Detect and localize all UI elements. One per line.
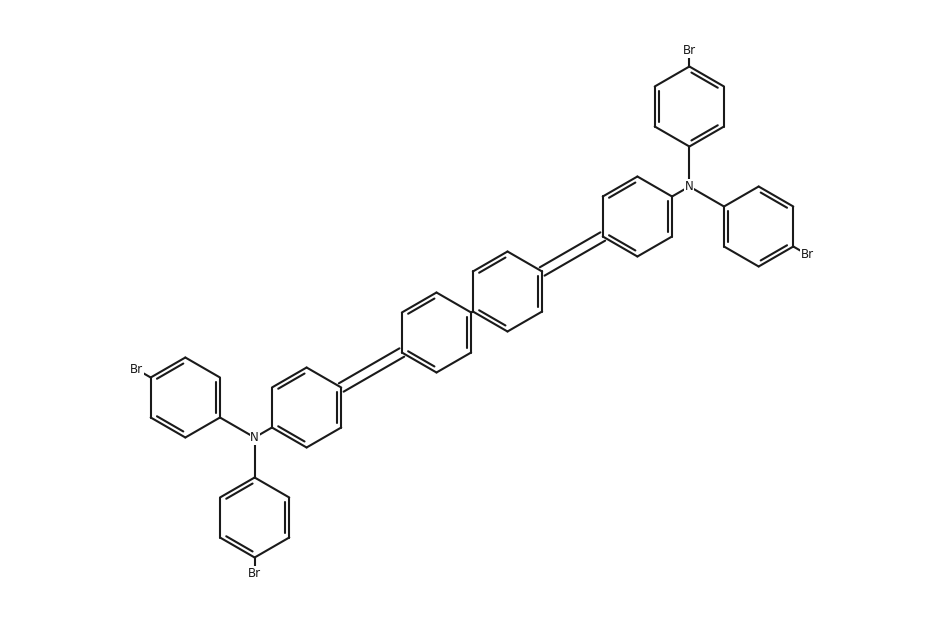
- Text: Br: Br: [801, 248, 814, 261]
- Text: Br: Br: [683, 44, 696, 57]
- Text: Br: Br: [248, 567, 261, 580]
- Text: N: N: [251, 431, 259, 444]
- Text: Br: Br: [130, 363, 144, 376]
- Text: N: N: [685, 180, 693, 193]
